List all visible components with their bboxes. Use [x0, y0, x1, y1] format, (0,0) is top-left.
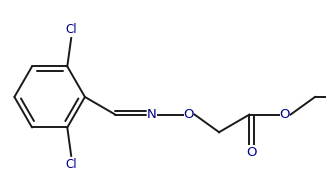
Text: O: O: [280, 108, 290, 121]
Text: Cl: Cl: [65, 158, 77, 171]
Text: Cl: Cl: [65, 23, 77, 36]
Text: N: N: [147, 108, 157, 121]
Text: O: O: [246, 146, 257, 159]
Text: O: O: [183, 108, 194, 121]
